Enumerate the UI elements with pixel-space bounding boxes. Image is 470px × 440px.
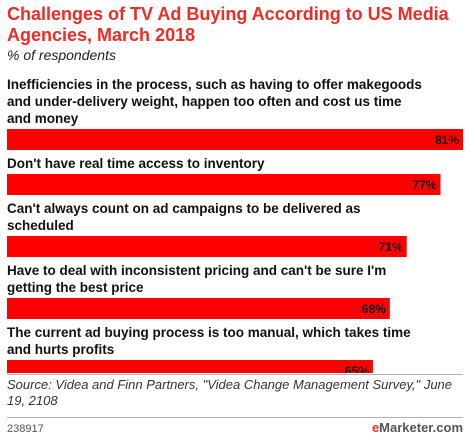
brand-logo-e: e — [371, 420, 380, 435]
category-label: Can't always count on ad campaigns to be… — [7, 201, 361, 233]
value-label: 71% — [379, 240, 403, 254]
brand-logo: eMarketer.com — [372, 420, 463, 435]
bar — [7, 236, 407, 257]
brand-logo-name: Marketer — [379, 420, 433, 435]
value-label: 77% — [412, 178, 436, 192]
bar — [7, 129, 463, 150]
source-note: Source: Videa and Finn Partners, "Videa … — [7, 377, 453, 408]
value-label: 68% — [362, 302, 386, 316]
brand-logo-domain: .com — [432, 420, 463, 435]
chart-title: Challenges of TV Ad Buying According to … — [7, 4, 449, 45]
chart-id: 238917 — [7, 423, 44, 435]
bar — [7, 174, 441, 195]
value-label: 65% — [345, 364, 369, 373]
category-label: The current ad buying process is too man… — [7, 325, 411, 357]
value-label: 81% — [435, 133, 459, 147]
category-label: Don't have real time access to inventory — [7, 156, 265, 171]
bar — [7, 298, 390, 319]
bar-chart: Inefficiencies in the process, such as h… — [7, 77, 463, 373]
source-divider — [7, 374, 463, 375]
chart-subtitle: % of respondents — [7, 47, 116, 63]
bar — [7, 360, 373, 373]
footer-divider — [7, 417, 463, 418]
category-label: Have to deal with inconsistent pricing a… — [7, 263, 386, 295]
category-label: Inefficiencies in the process, such as h… — [7, 77, 422, 126]
